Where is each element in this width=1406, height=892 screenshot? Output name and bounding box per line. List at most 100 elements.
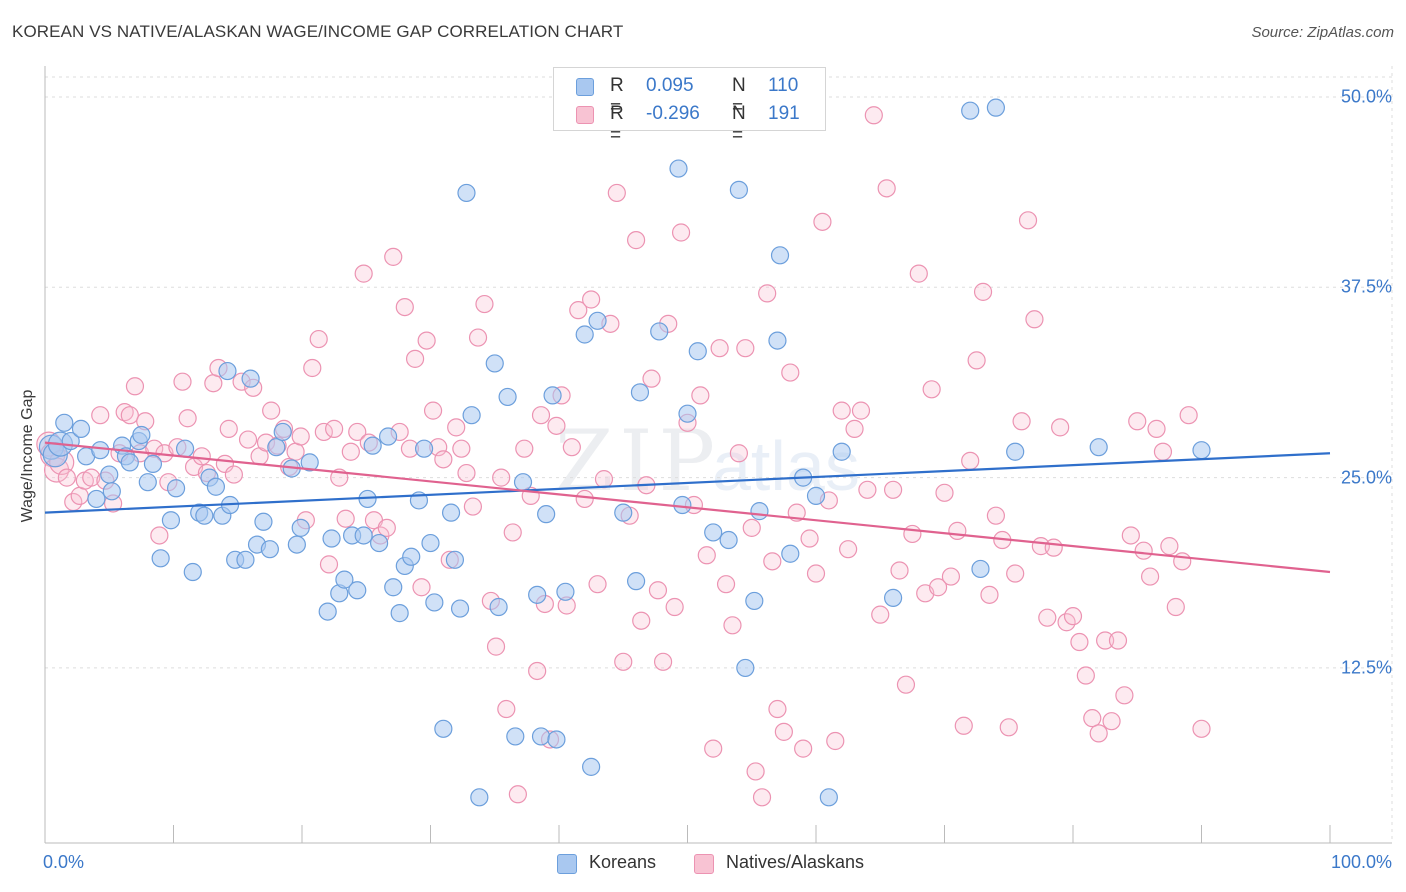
native-point-65 <box>417 331 436 350</box>
korean-point-106 <box>971 559 990 579</box>
native-point-46 <box>309 329 328 349</box>
native-point-8 <box>82 468 101 487</box>
korean-point-70 <box>498 387 517 407</box>
native-point-94 <box>582 290 601 309</box>
native-point-181 <box>1128 412 1147 431</box>
korean-point-65 <box>457 183 476 203</box>
native-point-102 <box>632 611 651 630</box>
korean-point-103 <box>883 588 903 607</box>
korean-point-52 <box>378 427 398 446</box>
native-point-13 <box>115 403 134 422</box>
korean-point-24 <box>195 506 214 525</box>
native-point-47 <box>314 422 333 442</box>
native-point-116 <box>716 575 736 594</box>
native-point-71 <box>452 439 471 458</box>
native-point-117 <box>723 616 742 635</box>
watermark-zip: ZIP <box>555 412 721 510</box>
native-point-82 <box>515 439 534 458</box>
korean-point-16 <box>138 473 157 492</box>
korean-point-31 <box>236 550 255 569</box>
korean-point-102 <box>832 442 851 461</box>
native-point-123 <box>758 284 777 303</box>
native-point-108 <box>665 597 684 617</box>
korean-r-value: 0.095 <box>646 75 694 96</box>
korean-point-63 <box>445 550 465 569</box>
korean-point-19 <box>161 511 181 530</box>
native-point-31 <box>219 419 238 438</box>
native-point-15 <box>125 377 145 396</box>
x-tick-label-min: 0.0% <box>43 852 85 872</box>
native-point-152 <box>941 567 961 586</box>
native-point-122 <box>752 788 772 807</box>
native-point-176 <box>1096 631 1115 650</box>
korean-point-88 <box>678 404 697 423</box>
korean-point-3 <box>55 413 74 432</box>
korean-point-82 <box>614 503 633 522</box>
native-point-183 <box>1140 567 1160 586</box>
bottom-korean-swatch <box>557 854 577 874</box>
native-point-95 <box>588 575 607 594</box>
native-point-188 <box>1173 552 1192 571</box>
korean-point-89 <box>688 342 707 361</box>
korean-point-81 <box>588 311 607 330</box>
native-point-124 <box>763 552 782 571</box>
native-point-74 <box>468 328 488 347</box>
korean-point-32 <box>241 369 260 388</box>
native-point-70 <box>447 418 466 437</box>
native-point-157 <box>973 282 993 301</box>
native-point-132 <box>813 212 832 231</box>
native-point-151 <box>935 483 954 502</box>
korean-point-36 <box>267 438 286 457</box>
native-point-125 <box>768 699 787 719</box>
korean-point-66 <box>462 406 481 425</box>
native-point-146 <box>903 524 922 544</box>
native-point-168 <box>1044 538 1063 557</box>
korean-point-34 <box>254 512 273 531</box>
korean-point-71 <box>506 727 525 746</box>
native-point-73 <box>463 497 483 516</box>
native-point-180 <box>1121 526 1140 545</box>
native-point-147 <box>909 264 928 283</box>
native-point-189 <box>1179 406 1198 425</box>
native-point-140 <box>864 106 883 125</box>
korean-point-101 <box>819 788 838 807</box>
native-point-167 <box>1038 608 1057 627</box>
native-point-81 <box>508 785 527 804</box>
korean-point-92 <box>729 180 749 199</box>
native-point-186 <box>1160 537 1179 556</box>
y-tick-label-2: 37.5% <box>1340 276 1392 297</box>
korean-point-10 <box>102 482 121 501</box>
korean-point-60 <box>425 593 444 612</box>
korean-point-100 <box>806 486 826 505</box>
native-point-138 <box>851 401 871 420</box>
korean-point-48 <box>354 526 373 545</box>
native-point-53 <box>348 422 367 442</box>
korean-point-83 <box>626 572 646 591</box>
korean-r-label: R = <box>610 75 624 118</box>
native-point-142 <box>877 179 896 198</box>
native-point-131 <box>806 564 826 583</box>
native-point-6 <box>70 486 89 505</box>
korean-point-47 <box>348 581 367 600</box>
native-point-96 <box>594 470 614 489</box>
korean-point-62 <box>441 503 461 522</box>
korean-point-69 <box>489 597 508 617</box>
native-point-52 <box>341 442 360 461</box>
y-tick-label-3: 50.0% <box>1340 86 1392 107</box>
native-point-153 <box>948 521 967 540</box>
bottom-korean-label: Koreans <box>589 852 657 872</box>
watermark: ZIP atlas <box>555 412 860 510</box>
korean-point-96 <box>770 246 790 265</box>
native-trend-line <box>44 441 1331 574</box>
native-point-185 <box>1153 442 1173 461</box>
native-point-184 <box>1147 419 1166 438</box>
native-point-163 <box>1012 412 1031 431</box>
korean-point-80 <box>582 757 601 776</box>
korean-point-26 <box>206 477 226 496</box>
korean-point-97 <box>768 331 787 350</box>
chart-title: KOREAN VS NATIVE/ALASKAN WAGE/INCOME GAP… <box>12 22 624 41</box>
native-point-162 <box>1006 564 1025 583</box>
korean-point-9 <box>100 465 119 484</box>
native-point-154 <box>954 716 973 735</box>
